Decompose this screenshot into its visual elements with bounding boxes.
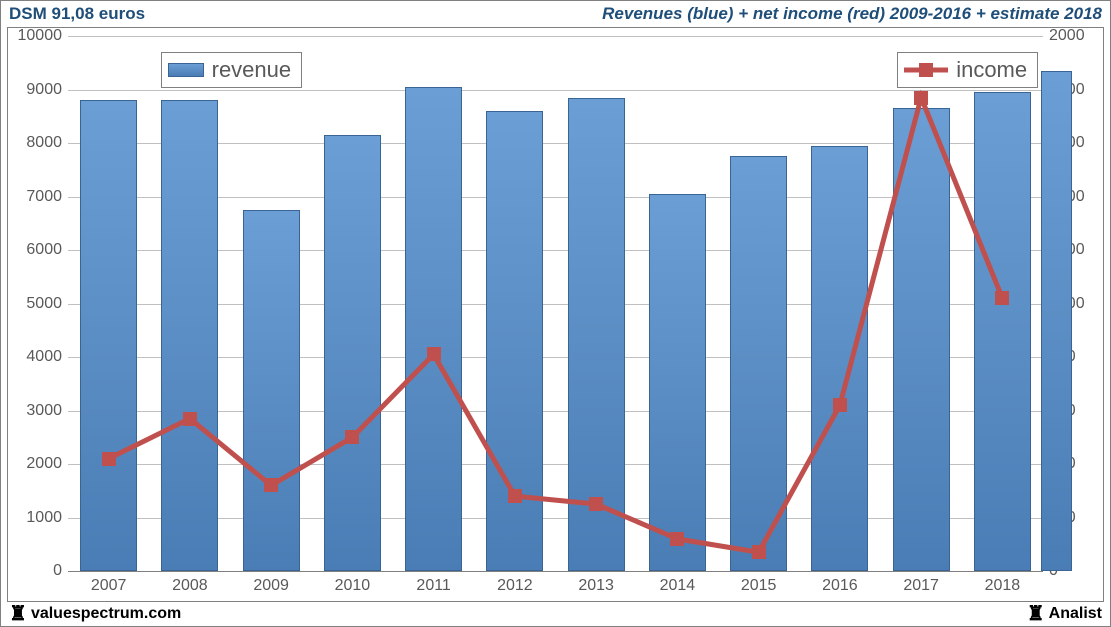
revenue-estimate-bar	[1041, 71, 1072, 571]
grid-line	[68, 571, 1043, 572]
footer-left-text: valuespectrum.com	[31, 605, 181, 622]
y-right-tick-label: 2000	[1043, 27, 1085, 45]
x-tick-label: 2009	[253, 571, 289, 595]
x-tick-label: 2014	[660, 571, 696, 595]
rook-icon: ♜	[9, 604, 27, 624]
income-line-layer	[68, 36, 1043, 571]
legend-revenue: revenue	[161, 52, 303, 88]
income-marker	[670, 532, 684, 546]
legend-income-label: income	[956, 57, 1027, 83]
y-left-tick-label: 4000	[26, 348, 68, 366]
income-marker	[102, 452, 116, 466]
chart-footer: ♜valuespectrum.com ♜Analist	[1, 602, 1110, 626]
footer-right: ♜Analist	[1027, 604, 1102, 624]
y-left-tick-label: 10000	[18, 27, 69, 45]
legend-revenue-swatch	[168, 63, 204, 77]
header-left-text: DSM 91,08 euros	[9, 4, 145, 24]
legend-revenue-label: revenue	[212, 57, 292, 83]
y-left-tick-label: 7000	[26, 188, 68, 206]
income-marker	[833, 398, 847, 412]
legend-income: income	[897, 52, 1038, 88]
income-line	[109, 98, 1003, 553]
income-marker	[508, 489, 522, 503]
y-left-tick-label: 3000	[26, 402, 68, 420]
x-tick-label: 2013	[578, 571, 614, 595]
y-left-tick-label: 0	[53, 562, 68, 580]
income-marker	[345, 430, 359, 444]
x-tick-label: 2007	[91, 571, 127, 595]
y-left-tick-label: 8000	[26, 134, 68, 152]
y-left-tick-label: 5000	[26, 295, 68, 313]
rook-icon: ♜	[1027, 604, 1045, 624]
x-tick-label: 2017	[903, 571, 939, 595]
income-marker	[995, 291, 1009, 305]
footer-right-text: Analist	[1049, 605, 1102, 622]
x-tick-label: 2012	[497, 571, 533, 595]
legend-income-swatch	[904, 60, 948, 80]
chart-container: DSM 91,08 euros Revenues (blue) + net in…	[0, 0, 1111, 627]
x-tick-label: 2018	[985, 571, 1021, 595]
x-tick-label: 2010	[335, 571, 371, 595]
chart-header: DSM 91,08 euros Revenues (blue) + net in…	[1, 1, 1110, 27]
y-left-tick-label: 1000	[26, 509, 68, 527]
y-left-tick-label: 9000	[26, 81, 68, 99]
income-marker	[183, 412, 197, 426]
income-marker	[427, 347, 441, 361]
y-left-tick-label: 6000	[26, 241, 68, 259]
x-tick-label: 2008	[172, 571, 208, 595]
income-marker	[264, 478, 278, 492]
footer-left: ♜valuespectrum.com	[9, 604, 181, 624]
income-marker	[589, 497, 603, 511]
header-right-text: Revenues (blue) + net income (red) 2009-…	[602, 4, 1102, 24]
x-tick-label: 2015	[741, 571, 777, 595]
x-tick-label: 2016	[822, 571, 858, 595]
plot-area: 0100020003000400050006000700080009000100…	[68, 36, 1043, 571]
income-marker	[752, 545, 766, 559]
y-left-tick-label: 2000	[26, 455, 68, 473]
x-tick-label: 2011	[416, 571, 450, 595]
chart-area-border: 0 1000 2000 3000 4000 5000 6000 7000 8000 9000 100…	[7, 27, 1104, 602]
income-marker	[914, 91, 928, 105]
